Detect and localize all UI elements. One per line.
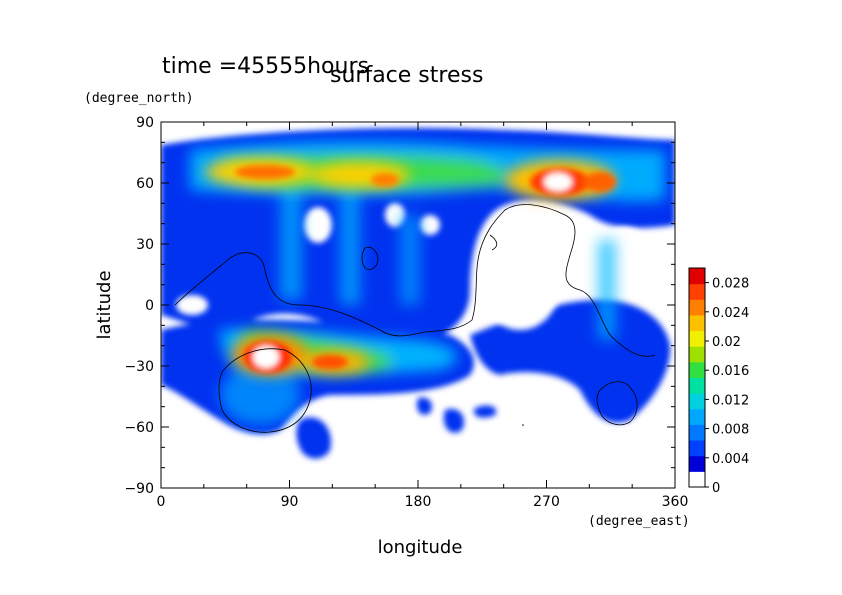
y-units: (degree_north)	[84, 91, 194, 106]
colorbar-swatch	[689, 440, 705, 457]
hole-6	[176, 295, 208, 315]
field-streak-2	[340, 195, 360, 305]
colorbar-swatch	[689, 299, 705, 316]
core-south-2-red	[312, 355, 348, 369]
y-axis: 90 60 30 0 −30 −60 −90	[124, 115, 675, 497]
field-patch-1	[296, 417, 331, 459]
field-streak-1	[280, 190, 302, 300]
x-tick-label: 90	[281, 494, 299, 510]
x-tick-label: 360	[662, 494, 689, 510]
core-north-2-red	[371, 173, 399, 187]
colorbar-swatch	[689, 393, 705, 410]
y-tick-label: −30	[124, 359, 154, 375]
colorbar-swatch	[689, 283, 705, 300]
x-tick-label: 180	[405, 494, 432, 510]
colorbar-frame	[688, 267, 706, 488]
colorbar-swatch	[689, 455, 705, 472]
coastline-antarctic	[489, 234, 498, 251]
x-tick-label: 0	[157, 494, 166, 510]
y-axis-label: latitude	[94, 270, 115, 339]
x-axis: 0 90 180 270 360	[157, 122, 689, 510]
core-north-1-red	[235, 165, 295, 179]
colorbar: 0 0.004 0.008 0.012 0.016 0.02 0.024 0.028	[688, 267, 749, 496]
field-streak-3	[400, 215, 420, 305]
field-sa-blob	[220, 365, 300, 425]
colorbar-swatch	[689, 471, 705, 488]
coastline-island	[361, 246, 379, 270]
colorbar-swatch	[689, 408, 705, 425]
x-units: (degree_east)	[588, 514, 690, 529]
x-tick-label: 270	[533, 494, 560, 510]
coastline-n-america	[477, 204, 656, 357]
coastline-s-america	[596, 381, 638, 426]
colorbar-swatch	[689, 424, 705, 441]
coastline-africa	[174, 252, 479, 337]
hole-3	[420, 215, 440, 235]
field-dot	[522, 424, 524, 426]
coastline-australia	[218, 348, 312, 433]
core-north-3-white	[544, 173, 572, 191]
colorbar-swatch	[689, 314, 705, 332]
colorbar-swatch	[689, 346, 705, 363]
hole-1	[304, 207, 332, 243]
colorbar-tick-label: 0.028	[712, 277, 749, 292]
y-tick-label: 90	[136, 115, 154, 131]
colorbar-tick-label: 0	[712, 481, 720, 496]
colorbar-swatch	[689, 268, 705, 285]
field-patch-5	[161, 238, 205, 300]
plot-subtitle: time =45555hours	[162, 54, 369, 79]
core-north-3b	[584, 172, 616, 192]
colorbar-swatch	[689, 377, 705, 394]
y-tick-label: 60	[136, 176, 154, 192]
field-patch-4	[474, 405, 497, 418]
y-tick-label: 30	[136, 237, 154, 253]
plot-title: surface stress	[330, 63, 483, 88]
colorbar-tick-label: 0.02	[712, 335, 741, 350]
y-tick-label: −90	[124, 481, 154, 497]
x-axis-label: longitude	[378, 537, 463, 558]
colorbar-tick-label: 0.012	[712, 393, 749, 408]
hole-4	[480, 240, 560, 330]
y-tick-label: 0	[145, 298, 154, 314]
colorbar-tick-label: 0.008	[712, 423, 749, 438]
colorbar-tick-label: 0.024	[712, 306, 749, 321]
field-patch-3	[443, 408, 465, 433]
colorbar-tick-label: 0.016	[712, 364, 749, 379]
hole-5	[540, 230, 580, 280]
colorbar-swatch	[689, 361, 705, 378]
colorbar-swatch	[689, 330, 705, 347]
field-south-east	[470, 300, 671, 423]
stress-field	[161, 128, 675, 459]
field-patch-2	[416, 397, 432, 415]
colorbar-tick-label: 0.004	[712, 452, 749, 467]
y-tick-label: −60	[124, 420, 154, 436]
field-streak-4	[598, 240, 616, 340]
core-south-1-white	[253, 346, 279, 368]
